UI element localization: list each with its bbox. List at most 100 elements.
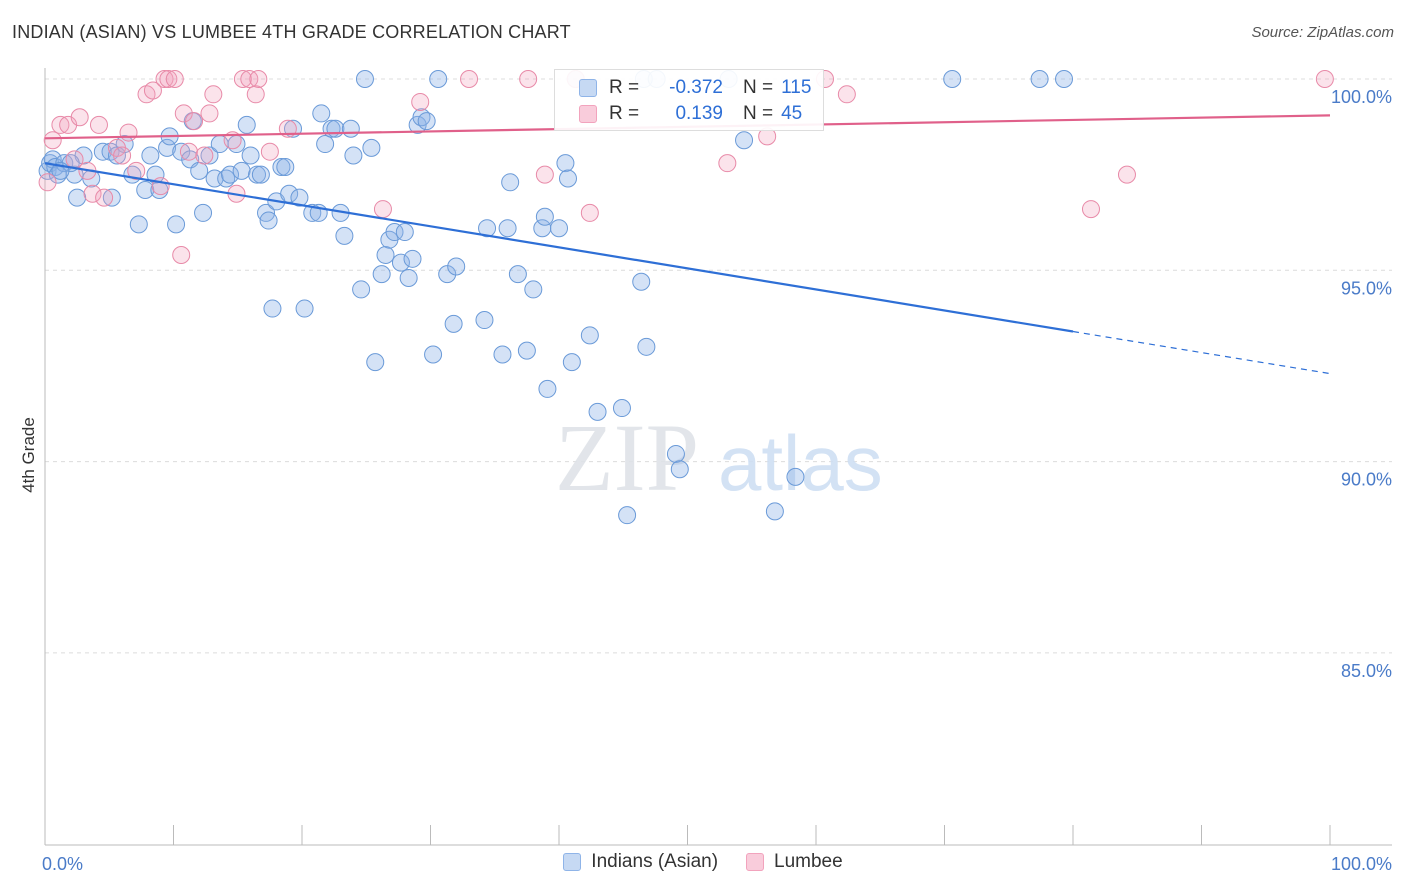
point-indians xyxy=(248,165,267,184)
point-indians xyxy=(102,188,121,207)
point-indians xyxy=(272,157,291,176)
point-indians xyxy=(538,379,557,398)
point-lumbee xyxy=(179,142,198,161)
y-axis-label: 4th Grade xyxy=(19,417,38,493)
point-indians xyxy=(478,219,497,238)
point-indians xyxy=(335,226,354,245)
chart-source: Source: ZipAtlas.com xyxy=(1251,24,1394,41)
point-indians xyxy=(438,265,457,284)
point-lumbee xyxy=(143,81,162,100)
point-indians xyxy=(136,180,155,199)
point-indians xyxy=(241,146,260,165)
point-lumbee xyxy=(837,85,856,104)
point-lumbee xyxy=(95,188,114,207)
point-lumbee xyxy=(460,70,479,88)
point-indians xyxy=(666,444,685,463)
point-indians xyxy=(93,142,112,161)
legend-r-label: R = xyxy=(609,103,640,124)
point-indians xyxy=(637,337,656,356)
legend-swatch-indians xyxy=(563,853,582,871)
legend-swatch-lumbee xyxy=(579,105,597,123)
point-indians xyxy=(341,119,360,138)
point-indians xyxy=(524,280,543,299)
legend-row-lumbee: R = 0.139 N = 45 xyxy=(579,101,802,127)
point-indians xyxy=(259,211,278,230)
point-indians xyxy=(556,154,575,173)
point-lumbee xyxy=(119,123,138,142)
legend-label-indians: Indians (Asian) xyxy=(591,851,719,872)
point-lumbee xyxy=(51,115,70,134)
point-indians xyxy=(424,345,443,364)
point-indians xyxy=(391,253,410,272)
point-lumbee xyxy=(172,245,191,264)
legend-r-value: -0.372 xyxy=(669,77,723,98)
point-indians xyxy=(501,173,520,192)
point-indians xyxy=(362,138,381,157)
point-lumbee xyxy=(535,165,554,184)
point-lumbee xyxy=(165,70,184,88)
point-indians xyxy=(403,249,422,268)
point-lumbee xyxy=(1315,70,1334,88)
x-tick-label: 0.0% xyxy=(42,854,83,874)
point-indians xyxy=(508,265,527,284)
point-indians xyxy=(194,203,213,222)
point-indians xyxy=(190,161,209,180)
legend-label-lumbee: Lumbee xyxy=(774,851,843,872)
point-indians xyxy=(399,268,418,287)
point-indians xyxy=(588,402,607,421)
y-tick-label: 85.0% xyxy=(1341,661,1392,681)
point-lumbee xyxy=(200,104,219,123)
axes xyxy=(44,68,1392,846)
point-indians xyxy=(417,112,436,131)
point-lumbee xyxy=(159,70,178,88)
point-lumbee xyxy=(580,203,599,222)
point-indians xyxy=(200,146,219,165)
point-indians xyxy=(276,157,295,176)
y-tick-label: 100.0% xyxy=(1331,87,1392,107)
legend-r-value: 0.139 xyxy=(675,103,723,124)
point-indians xyxy=(670,460,689,479)
legend-swatch-indians xyxy=(579,79,597,97)
point-lumbee xyxy=(519,70,538,88)
legend-n-value: 45 xyxy=(781,103,803,124)
point-indians xyxy=(372,265,391,284)
legend-n-value: 115 xyxy=(781,77,812,98)
point-lumbee xyxy=(185,112,204,131)
point-lumbee xyxy=(43,131,62,150)
point-indians xyxy=(376,245,395,264)
point-indians xyxy=(344,146,363,165)
point-indians xyxy=(612,399,631,418)
point-indians xyxy=(395,223,414,242)
legend-row-indians: R = -0.372 N = 115 xyxy=(579,75,811,101)
point-indians xyxy=(786,467,805,486)
point-indians xyxy=(167,215,186,234)
point-lumbee xyxy=(233,70,252,88)
point-indians xyxy=(444,314,463,333)
point-lumbee xyxy=(155,70,174,88)
legend-r-label: R = xyxy=(609,77,640,98)
point-indians xyxy=(312,104,331,123)
point-indians xyxy=(232,161,251,180)
point-lumbee xyxy=(204,85,223,104)
x-tick-label: 100.0% xyxy=(1331,854,1392,874)
point-lumbee xyxy=(83,184,102,203)
point-lumbee xyxy=(195,146,214,165)
point-indians xyxy=(447,257,466,276)
legend-n-label: N = xyxy=(743,103,774,124)
point-indians xyxy=(316,135,335,154)
point-lumbee xyxy=(1081,200,1100,219)
point-indians xyxy=(1055,70,1074,88)
point-indians xyxy=(517,341,536,360)
legend-item-lumbee: Lumbee xyxy=(746,851,843,873)
point-indians xyxy=(251,165,270,184)
point-indians xyxy=(146,165,165,184)
series-legend: Indians (Asian) Lumbee xyxy=(0,851,1406,873)
point-lumbee xyxy=(246,85,265,104)
point-indians xyxy=(68,188,87,207)
point-lumbee xyxy=(1117,165,1136,184)
point-indians xyxy=(498,219,517,238)
point-lumbee xyxy=(89,115,108,134)
point-lumbee xyxy=(373,200,392,219)
point-indians xyxy=(475,311,494,330)
